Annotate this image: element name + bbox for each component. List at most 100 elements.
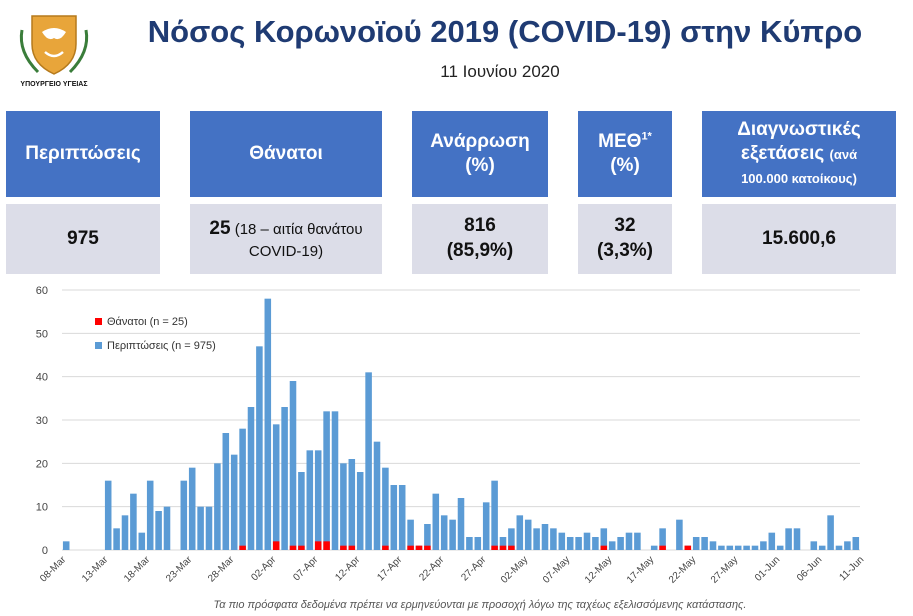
case-bar bbox=[533, 528, 540, 550]
case-bar bbox=[146, 480, 154, 550]
death-bar bbox=[382, 545, 389, 550]
case-bar bbox=[247, 407, 255, 550]
y-tick-label: 30 bbox=[36, 415, 48, 427]
case-bar bbox=[62, 541, 70, 550]
case-bar bbox=[827, 515, 834, 550]
x-tick-label: 17-May bbox=[625, 554, 656, 585]
case-bar bbox=[743, 545, 750, 550]
case-bar bbox=[390, 485, 398, 550]
x-tick-label: 06-Jun bbox=[795, 554, 824, 583]
x-tick-label: 27-Apr bbox=[459, 554, 488, 583]
case-bar bbox=[138, 532, 146, 550]
case-bar bbox=[600, 528, 608, 550]
case-bar bbox=[592, 537, 599, 550]
case-bar bbox=[239, 428, 246, 550]
case-bar bbox=[222, 433, 230, 550]
card-value-deaths: 25 (18 – αιτία θανάτου COVID-19) bbox=[190, 204, 382, 274]
case-bar bbox=[474, 537, 482, 550]
y-tick-label: 0 bbox=[42, 545, 48, 557]
case-bar bbox=[365, 372, 372, 550]
x-tick-label: 18-Mar bbox=[122, 554, 153, 585]
case-bar bbox=[818, 545, 826, 550]
case-bar bbox=[650, 545, 658, 550]
x-tick-label: 27-May bbox=[709, 554, 740, 585]
case-bar bbox=[348, 459, 356, 550]
death-bar bbox=[340, 545, 347, 550]
x-tick-label: 07-May bbox=[541, 554, 572, 585]
case-bar bbox=[608, 541, 616, 550]
icu-footnote-mark: 1* bbox=[641, 130, 652, 143]
x-tick-label: 08-Mar bbox=[38, 554, 69, 585]
case-bar bbox=[718, 545, 725, 550]
case-bar bbox=[844, 541, 851, 550]
case-bar bbox=[760, 541, 767, 550]
report-date: 11 Ιουνίου 2020 bbox=[440, 62, 560, 81]
case-bar bbox=[306, 450, 314, 550]
case-bar bbox=[155, 511, 162, 550]
case-bar bbox=[835, 545, 843, 550]
card-head-icu: ΜΕΘ1* (%) bbox=[578, 111, 672, 197]
case-bar bbox=[634, 532, 641, 550]
legend-label-cases: Περιπτώσεις (n = 975) bbox=[107, 340, 216, 352]
footnote: Τα πιο πρόσφατα δεδομένα πρέπει να ερμην… bbox=[213, 599, 747, 611]
x-tick-label: 13-Mar bbox=[80, 554, 111, 585]
death-bar bbox=[424, 545, 431, 550]
x-tick-label: 12-Apr bbox=[333, 554, 362, 583]
case-bar bbox=[701, 537, 708, 550]
y-tick-label: 20 bbox=[36, 458, 48, 470]
case-bar bbox=[726, 545, 734, 550]
death-bar bbox=[289, 545, 297, 550]
daily-cases-chart: 0 10 20 30 40 50 60 08-Mar 13-Mar 18-Mar 23-Mar 28-… bbox=[36, 285, 867, 586]
case-bar bbox=[407, 519, 414, 550]
case-bar bbox=[482, 502, 490, 550]
card-head-recovery: Ανάρρωση (%) bbox=[412, 111, 548, 197]
card-head-cases: Περιπτώσεις bbox=[6, 111, 160, 197]
case-bar bbox=[281, 407, 288, 550]
case-bar bbox=[188, 467, 196, 550]
card-head-deaths: Θάνατοι bbox=[190, 111, 382, 197]
legend-swatch-cases bbox=[95, 342, 102, 349]
case-bar bbox=[323, 411, 330, 550]
case-bar bbox=[205, 506, 213, 550]
death-bar bbox=[499, 545, 507, 550]
legend-label-deaths: Θάνατοι (n = 25) bbox=[107, 316, 188, 328]
case-bar bbox=[230, 454, 238, 550]
case-bar bbox=[340, 463, 347, 550]
case-bar bbox=[373, 441, 381, 550]
case-bar bbox=[331, 411, 339, 550]
x-tick-label: 11-Jun bbox=[837, 554, 866, 583]
case-bar bbox=[776, 545, 784, 550]
page-title: Νόσος Κορωνοϊού 2019 (COVID-19) στην Κύπ… bbox=[147, 14, 863, 49]
case-bar bbox=[541, 524, 549, 550]
case-bar bbox=[264, 298, 272, 550]
case-bar bbox=[508, 528, 515, 550]
death-bar bbox=[272, 541, 280, 550]
x-tick-label: 02-May bbox=[499, 554, 530, 585]
x-tick-label: 07-Apr bbox=[291, 554, 320, 583]
case-bar bbox=[214, 463, 221, 550]
case-bar bbox=[130, 493, 137, 550]
death-bar bbox=[684, 545, 692, 550]
case-bar bbox=[256, 346, 263, 550]
case-bar bbox=[104, 480, 112, 550]
x-tick-label: 22-Apr bbox=[417, 554, 446, 583]
death-bar bbox=[348, 545, 356, 550]
case-bar bbox=[734, 545, 742, 550]
case-bar bbox=[768, 532, 776, 550]
case-bar bbox=[440, 515, 448, 550]
death-bar bbox=[314, 541, 322, 550]
x-tick-label: 02-Apr bbox=[249, 554, 278, 583]
death-bar bbox=[407, 545, 414, 550]
case-bar bbox=[709, 541, 717, 550]
case-bar bbox=[676, 519, 683, 550]
case-bar bbox=[785, 528, 792, 550]
card-value-icu: 32 (3,3%) bbox=[578, 204, 672, 274]
tests-unit: (ανά 100.000 κατοίκους) bbox=[741, 147, 858, 186]
case-bar bbox=[491, 480, 498, 550]
case-bar bbox=[558, 532, 566, 550]
case-bar bbox=[180, 480, 188, 550]
case-bar bbox=[424, 524, 431, 550]
case-bar bbox=[121, 515, 129, 550]
death-bar bbox=[323, 541, 330, 550]
case-bar bbox=[163, 506, 171, 550]
